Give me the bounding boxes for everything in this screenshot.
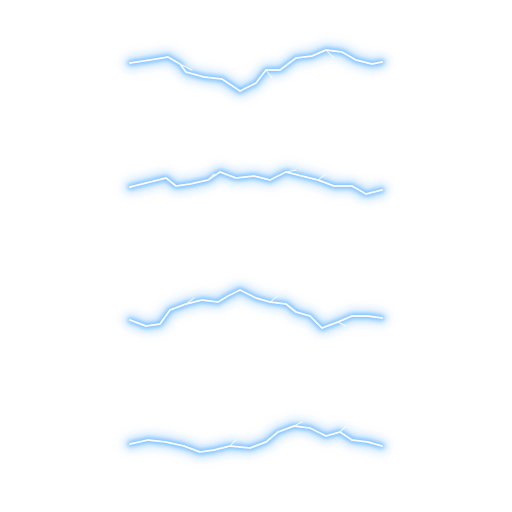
bolt-3-branch xyxy=(185,295,347,327)
bolt-4-core xyxy=(129,425,383,453)
lightning-bolt-2 xyxy=(124,166,388,200)
bolt-1-core xyxy=(129,49,383,92)
lightning-bolt-4 xyxy=(124,420,388,458)
lightning-bolt-3 xyxy=(124,284,388,334)
bolt-1-branch xyxy=(179,49,335,79)
lightning-bolt-1 xyxy=(124,44,388,97)
bolt-2-branch xyxy=(207,169,327,181)
bolt-2-core xyxy=(129,171,383,195)
bolt-4-branch xyxy=(229,421,347,447)
